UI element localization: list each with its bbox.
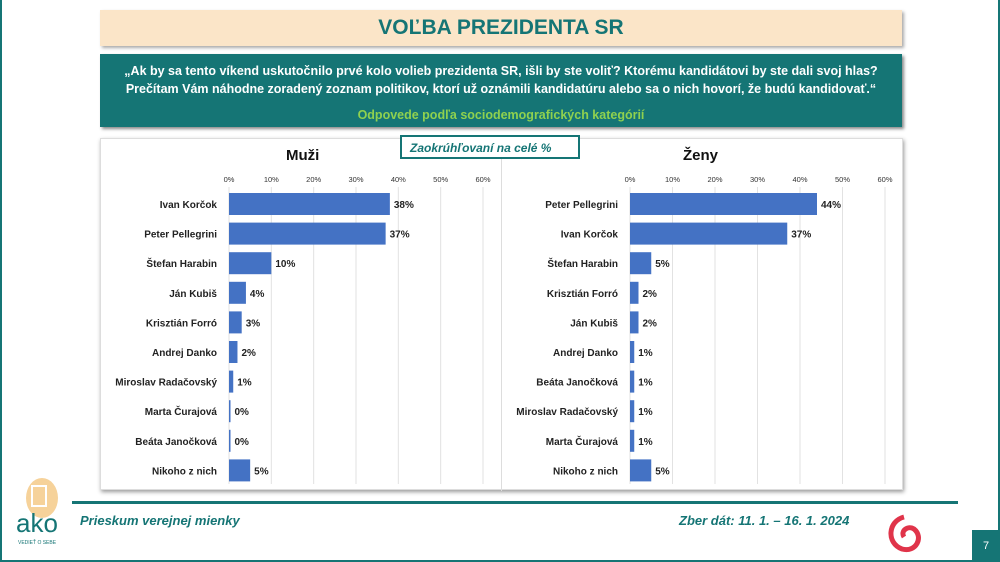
page-number: 7 <box>972 530 1000 562</box>
category-label: Nikoho z nich <box>553 466 618 477</box>
svg-text:VEDIEŤ O SEBE: VEDIEŤ O SEBE <box>18 538 57 546</box>
category-label: Krisztián Forró <box>547 289 618 300</box>
tick-label: 20% <box>306 175 321 184</box>
tick-label: 40% <box>792 175 807 184</box>
bar <box>630 341 635 363</box>
bar <box>630 459 652 482</box>
data-label: 1% <box>237 378 252 389</box>
data-label: 2% <box>643 318 658 329</box>
question-box: „Ak by sa tento víkend uskutočnilo prvé … <box>100 54 902 127</box>
data-label: 3% <box>246 318 261 329</box>
data-label: 38% <box>394 200 414 211</box>
tick-label: 50% <box>835 175 850 184</box>
category-label: Beáta Janočková <box>536 378 618 389</box>
question-line-2: Prečítam Vám náhodne zoradený zoznam pol… <box>125 82 877 96</box>
tick-label: 10% <box>665 175 680 184</box>
data-label: 10% <box>275 259 295 270</box>
footer-line <box>72 501 958 504</box>
bar <box>630 370 635 393</box>
data-label: 4% <box>250 289 265 300</box>
tick-label: 30% <box>348 175 363 184</box>
footer-date: Zber dát: 11. 1. – 16. 1. 2024 <box>679 513 850 528</box>
category-label: Peter Pellegrini <box>144 230 217 241</box>
category-label: Miroslav Radačovský <box>115 378 217 389</box>
tick-label: 0% <box>224 175 235 184</box>
footer-survey-label: Prieskum verejnej mienky <box>80 513 240 528</box>
category-label: Miroslav Radačovský <box>516 407 618 418</box>
category-label: Ivan Korčok <box>160 200 218 211</box>
tick-label: 60% <box>877 175 892 184</box>
bar <box>229 429 231 452</box>
category-label: Štefan Harabin <box>547 257 618 270</box>
spiral-logo <box>882 513 926 558</box>
category-label: Nikoho z nich <box>152 466 217 477</box>
data-label: 1% <box>638 437 653 448</box>
bar <box>229 281 246 304</box>
tick-label: 60% <box>475 175 490 184</box>
category-label: Peter Pellegrini <box>545 200 618 211</box>
data-label: 2% <box>241 348 256 359</box>
tick-label: 30% <box>750 175 765 184</box>
bar <box>229 400 231 423</box>
bar <box>229 370 234 393</box>
bar <box>630 222 788 245</box>
question-subtitle: Odpovede podľa sociodemografických kateg… <box>357 108 645 122</box>
bar <box>229 252 272 275</box>
bar <box>229 193 390 215</box>
bar <box>229 459 251 482</box>
data-label: 37% <box>390 230 410 241</box>
data-label: 44% <box>821 200 841 211</box>
svg-text:ako: ako <box>16 508 58 538</box>
category-label: Krisztián Forró <box>146 318 217 329</box>
bar <box>229 222 386 245</box>
data-label: 37% <box>791 230 811 241</box>
rounding-note: Zaokrúhľovaní na celé % <box>400 135 580 159</box>
category-label: Ján Kubiš <box>169 289 217 300</box>
bar-charts: 0% 10% 20% 30% 40% 50% 60% Ivan Korčok 38% Peter … <box>115 175 893 484</box>
bar <box>630 252 652 275</box>
data-label: 1% <box>638 348 653 359</box>
category-label: Štefan Harabin <box>146 257 217 270</box>
category-label: Ivan Korčok <box>561 230 619 241</box>
tick-label: 50% <box>433 175 448 184</box>
charts-panel: Muži Ženy 0% 10% 20% 30% 40% 50% 60% Ivan Korčo… <box>100 138 903 491</box>
tick-label: 0% <box>625 175 636 184</box>
data-label: 5% <box>254 466 269 477</box>
category-label: Beáta Janočková <box>135 437 217 448</box>
bar <box>630 281 639 304</box>
tick-label: 20% <box>707 175 722 184</box>
bar <box>229 311 242 334</box>
tick-label: 40% <box>391 175 406 184</box>
category-label: Marta Čurajová <box>145 405 218 418</box>
ako-logo: ako VEDIEŤ O SEBE <box>12 476 70 548</box>
chart-title-men: Muži <box>286 147 320 164</box>
bar <box>630 311 639 334</box>
data-label: 1% <box>638 407 653 418</box>
divider <box>501 139 502 491</box>
bar <box>630 193 817 215</box>
data-label: 0% <box>235 407 250 418</box>
category-label: Andrej Danko <box>152 348 217 359</box>
bar <box>229 341 238 363</box>
chart-title-women: Ženy <box>683 147 719 164</box>
data-label: 5% <box>655 466 670 477</box>
tick-label: 10% <box>264 175 279 184</box>
data-label: 0% <box>235 437 250 448</box>
question-line-1: „Ak by sa tento víkend uskutočnilo prvé … <box>124 64 878 78</box>
page-title: VOĽBA PREZIDENTA SR <box>100 10 902 46</box>
category-label: Ján Kubiš <box>570 318 618 329</box>
data-label: 1% <box>638 378 653 389</box>
category-label: Marta Čurajová <box>546 435 619 448</box>
bar <box>630 429 635 452</box>
category-label: Andrej Danko <box>553 348 618 359</box>
bar <box>630 400 635 423</box>
data-label: 5% <box>655 259 670 270</box>
data-label: 2% <box>643 289 658 300</box>
